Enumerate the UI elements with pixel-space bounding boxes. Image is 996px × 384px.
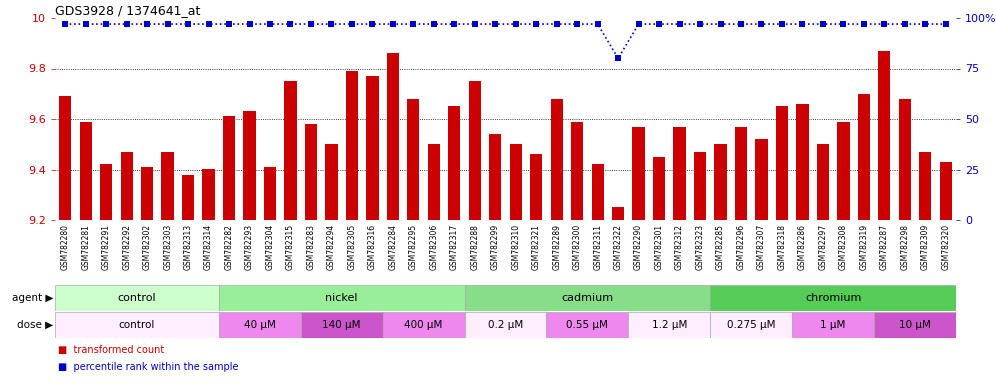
- Bar: [464, 285, 710, 311]
- Text: control: control: [118, 293, 156, 303]
- Text: 400 μM: 400 μM: [404, 320, 443, 330]
- Bar: [346, 71, 359, 220]
- Bar: [898, 99, 911, 220]
- Bar: [874, 312, 956, 338]
- Bar: [284, 81, 297, 220]
- Bar: [858, 94, 870, 220]
- Bar: [919, 152, 931, 220]
- Bar: [735, 127, 747, 220]
- Bar: [121, 152, 132, 220]
- Bar: [551, 99, 563, 220]
- Bar: [326, 144, 338, 220]
- Bar: [264, 167, 276, 220]
- Bar: [407, 99, 419, 220]
- Bar: [469, 81, 481, 220]
- Text: control: control: [119, 320, 155, 330]
- Bar: [243, 111, 256, 220]
- Text: cadmium: cadmium: [562, 293, 614, 303]
- Text: agent ▶: agent ▶: [12, 293, 53, 303]
- Bar: [55, 312, 219, 338]
- Bar: [710, 285, 956, 311]
- Bar: [100, 164, 113, 220]
- Bar: [673, 127, 685, 220]
- Bar: [305, 124, 317, 220]
- Bar: [653, 157, 665, 220]
- Text: 10 μM: 10 μM: [899, 320, 931, 330]
- Text: 0.275 μM: 0.275 μM: [727, 320, 776, 330]
- Bar: [489, 134, 501, 220]
- Bar: [817, 144, 829, 220]
- Text: dose ▶: dose ▶: [17, 320, 53, 330]
- Bar: [776, 106, 788, 220]
- Bar: [219, 312, 301, 338]
- Text: 0.2 μM: 0.2 μM: [488, 320, 523, 330]
- Text: nickel: nickel: [326, 293, 358, 303]
- Bar: [382, 312, 464, 338]
- Bar: [464, 312, 547, 338]
- Bar: [182, 175, 194, 220]
- Bar: [571, 121, 584, 220]
- Bar: [710, 312, 792, 338]
- Bar: [755, 139, 768, 220]
- Bar: [878, 51, 890, 220]
- Bar: [55, 285, 219, 311]
- Text: 1.2 μM: 1.2 μM: [651, 320, 687, 330]
- Bar: [592, 164, 604, 220]
- Bar: [448, 106, 460, 220]
- Text: ■  percentile rank within the sample: ■ percentile rank within the sample: [58, 362, 238, 372]
- Bar: [367, 76, 378, 220]
- Bar: [510, 144, 522, 220]
- Bar: [219, 285, 464, 311]
- Bar: [714, 144, 727, 220]
- Text: ■  transformed count: ■ transformed count: [58, 345, 164, 355]
- Bar: [80, 121, 92, 220]
- Bar: [161, 152, 173, 220]
- Bar: [530, 154, 543, 220]
- Bar: [694, 152, 706, 220]
- Bar: [939, 162, 952, 220]
- Bar: [632, 127, 644, 220]
- Bar: [301, 312, 382, 338]
- Bar: [796, 104, 809, 220]
- Bar: [628, 312, 710, 338]
- Text: GDS3928 / 1374641_at: GDS3928 / 1374641_at: [55, 4, 200, 17]
- Bar: [427, 144, 440, 220]
- Text: chromium: chromium: [805, 293, 862, 303]
- Bar: [202, 169, 215, 220]
- Text: 140 μM: 140 μM: [323, 320, 361, 330]
- Bar: [547, 312, 628, 338]
- Bar: [838, 121, 850, 220]
- Text: 1 μM: 1 μM: [821, 320, 846, 330]
- Bar: [223, 116, 235, 220]
- Text: 40 μM: 40 μM: [244, 320, 276, 330]
- Bar: [386, 53, 399, 220]
- Bar: [59, 96, 72, 220]
- Text: 0.55 μM: 0.55 μM: [567, 320, 609, 330]
- Bar: [612, 207, 624, 220]
- Bar: [792, 312, 874, 338]
- Bar: [141, 167, 153, 220]
